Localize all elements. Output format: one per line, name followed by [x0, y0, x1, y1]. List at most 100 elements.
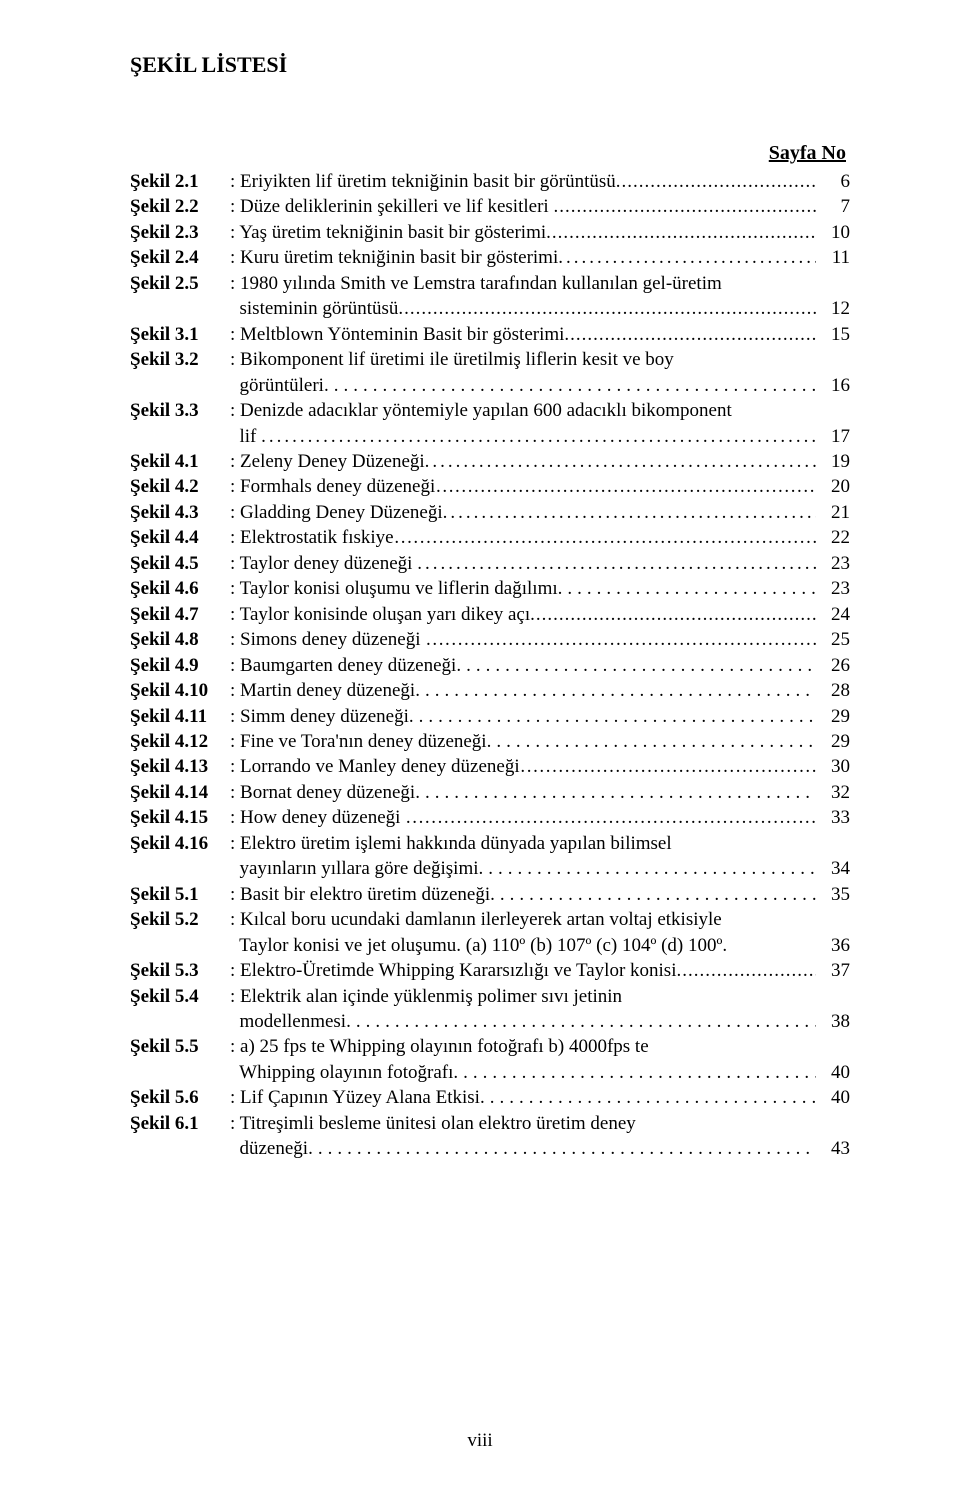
figure-desc-text: : Lorrando ve Manley deney düzeneği: [230, 754, 520, 779]
figure-desc-last-line: : Meltblown Yönteminin Basit bir gösteri…: [230, 322, 850, 347]
figure-desc-wrap: : Lif Çapının Yüzey Alana Etkisi........…: [230, 1085, 850, 1110]
leader-dots: ……………………………………………………………………………………………………………: [425, 627, 816, 652]
figure-desc-wrap: : Bikomponent lif üretimi ile üretilmiş …: [230, 347, 850, 398]
figure-desc-text: Whipping olayının fotoğrafı: [230, 1060, 453, 1085]
figure-page-number: 29: [816, 729, 850, 754]
figure-desc-last-line: : How deney düzeneği ……………………………………………………: [230, 805, 850, 830]
figure-page-number: 23: [816, 576, 850, 601]
leader-dots: ........................................…: [558, 576, 816, 601]
figure-desc-wrap: : How deney düzeneği ……………………………………………………: [230, 805, 850, 830]
figure-label: Şekil 5.6: [130, 1085, 230, 1110]
figure-desc-text: : Kuru üretim tekniğinin basit bir göste…: [230, 245, 558, 270]
figure-desc-last-line: : Zeleny Deney Düzeneği.................…: [230, 449, 850, 474]
figure-desc-last-line: : Düze deliklerinin şekilleri ve lif kes…: [230, 194, 850, 219]
figure-desc-wrap: : Elektro üretim işlemi hakkında dünyada…: [230, 831, 850, 882]
leader-dots: ........................................…: [564, 322, 816, 347]
leader-dots: ........................................…: [490, 882, 816, 907]
figure-entry: Şekil 4.7: Taylor konisinde oluşan yarı …: [130, 602, 850, 627]
figure-desc-wrap: : Martin deney düzeneği.................…: [230, 678, 850, 703]
figure-entry: Şekil 5.1: Basit bir elektro üretim düze…: [130, 882, 850, 907]
figure-entry: Şekil 5.4: Elektrik alan içinde yüklenmi…: [130, 984, 850, 1035]
figure-desc-text: modellenmesi: [230, 1009, 346, 1034]
figure-desc-last-line: : Fine ve Tora'nın deney düzeneği.......…: [230, 729, 850, 754]
figure-entry: Şekil 4.11: Simm deney düzeneği.........…: [130, 704, 850, 729]
figure-desc-wrap: : Elektrostatik fıskiye………………………………………………: [230, 525, 850, 550]
figure-page-number: 7: [816, 194, 850, 219]
figure-entry: Şekil 4.5: Taylor deney düzeneği .......…: [130, 551, 850, 576]
figure-desc-text: : Bornat deney düzeneği: [230, 780, 415, 805]
figure-desc-text: : Gladding Deney Düzeneği: [230, 500, 443, 525]
figure-page-number: 17: [816, 424, 850, 449]
figure-desc-last-line: : Simons deney düzeneği ……………………………………………: [230, 627, 850, 652]
figure-desc-last-line: : Kuru üretim tekniğinin basit bir göste…: [230, 245, 850, 270]
leader-dots: ........................................…: [409, 704, 816, 729]
figure-label: Şekil 4.13: [130, 754, 230, 779]
figure-desc-text: : Lif Çapının Yüzey Alana Etkisi: [230, 1085, 480, 1110]
figure-desc-wrap: : Elektro-Üretimde Whipping Kararsızlığı…: [230, 958, 850, 983]
page-number-heading: Sayfa No: [130, 142, 850, 165]
figure-desc-text: : Eriyikten lif üretim tekniğinin basit …: [230, 169, 616, 194]
figure-desc-wrap: : a) 25 fps te Whipping olayının fotoğra…: [230, 1034, 850, 1085]
figure-desc-last-line: : Eriyikten lif üretim tekniğinin basit …: [230, 169, 850, 194]
leader-dots: ........................................…: [616, 169, 816, 194]
figure-desc-wrap: : Zeleny Deney Düzeneği.................…: [230, 449, 850, 474]
leader-dots: ........................................…: [417, 551, 816, 576]
figure-entry: Şekil 4.10: Martin deney düzeneği.......…: [130, 678, 850, 703]
figure-desc-wrap: : Kuru üretim tekniğinin basit bir göste…: [230, 245, 850, 270]
figure-entry: Şekil 4.1: Zeleny Deney Düzeneği........…: [130, 449, 850, 474]
figure-desc-wrap: : Taylor konisinde oluşan yarı dikey açı…: [230, 602, 850, 627]
leader-dots: ........................................…: [676, 958, 816, 983]
figure-desc-text: : Formhals deney düzeneği: [230, 474, 435, 499]
figure-page-number: 12: [816, 296, 850, 321]
figure-desc-last-line: Taylor konisi ve jet oluşumu. (a) 110º (…: [230, 933, 850, 958]
figure-desc-wrap: : Bornat deney düzeneği.................…: [230, 780, 850, 805]
figure-entry: Şekil 5.2: Kılcal boru ucundaki damlanın…: [130, 907, 850, 958]
figure-desc-last-line: görüntüleri.............................…: [230, 373, 850, 398]
figure-desc-wrap: : Yaş üretim tekniğinin basit bir göster…: [230, 220, 850, 245]
figure-desc-line: : a) 25 fps te Whipping olayının fotoğra…: [230, 1034, 850, 1059]
figure-page-number: 19: [816, 449, 850, 474]
figure-desc-wrap: : Gladding Deney Düzeneği...............…: [230, 500, 850, 525]
leader-dots: ........................................…: [425, 449, 816, 474]
figure-desc-text: : Martin deney düzeneği: [230, 678, 415, 703]
figure-desc-wrap: : Simm deney düzeneği...................…: [230, 704, 850, 729]
figure-label: Şekil 6.1: [130, 1111, 230, 1136]
figure-label: Şekil 2.3: [130, 220, 230, 245]
figure-desc-wrap: : Fine ve Tora'nın deney düzeneği.......…: [230, 729, 850, 754]
figure-desc-last-line: : Lorrando ve Manley deney düzeneği………………: [230, 754, 850, 779]
figure-label: Şekil 3.3: [130, 398, 230, 423]
figure-entry: Şekil 6.1: Titreşimli besleme ünitesi ol…: [130, 1111, 850, 1162]
figure-page-number: 10: [816, 220, 850, 245]
leader-dots: ........................................…: [546, 220, 816, 245]
leader-dots: ........................................…: [453, 1060, 816, 1085]
figure-desc-last-line: : Taylor konisinde oluşan yarı dikey açı…: [230, 602, 850, 627]
figure-page-number: 32: [816, 780, 850, 805]
figure-page-number: 30: [816, 754, 850, 779]
figure-desc-last-line: : Baumgarten deney düzeneği.............…: [230, 653, 850, 678]
figure-desc-wrap: : Elektrik alan içinde yüklenmiş polimer…: [230, 984, 850, 1035]
figure-desc-text: : Simm deney düzeneği: [230, 704, 409, 729]
figure-desc-text: : Fine ve Tora'nın deney düzeneği: [230, 729, 487, 754]
figure-label: Şekil 5.3: [130, 958, 230, 983]
figure-label: Şekil 5.4: [130, 984, 230, 1009]
page-title: ŞEKİL LİSTESİ: [130, 52, 850, 78]
figure-entry: Şekil 4.6: Taylor konisi oluşumu ve lifl…: [130, 576, 850, 601]
figure-entry: Şekil 2.3: Yaş üretim tekniğinin basit b…: [130, 220, 850, 245]
figure-entry: Şekil 2.5: 1980 yılında Smith ve Lemstra…: [130, 271, 850, 322]
figure-label: Şekil 2.5: [130, 271, 230, 296]
figure-desc-text: düzeneği: [230, 1136, 308, 1161]
leader-dots: ........................................…: [487, 729, 816, 754]
figure-desc-text: lif: [230, 424, 261, 449]
figure-entry: Şekil 4.3: Gladding Deney Düzeneği......…: [130, 500, 850, 525]
figure-desc-text: : Taylor konisinde oluşan yarı dikey açı: [230, 602, 530, 627]
leader-dots: ........................................…: [530, 602, 816, 627]
figure-desc-line: : Elektrik alan içinde yüklenmiş polimer…: [230, 984, 850, 1009]
figure-desc-line: : Elektro üretim işlemi hakkında dünyada…: [230, 831, 850, 856]
figure-page-number: 37: [816, 958, 850, 983]
figure-label: Şekil 4.11: [130, 704, 230, 729]
figure-entry: Şekil 3.2: Bikomponent lif üretimi ile ü…: [130, 347, 850, 398]
figure-page-number: 6: [816, 169, 850, 194]
figure-desc-last-line: : Simm deney düzeneği...................…: [230, 704, 850, 729]
figure-label: Şekil 4.7: [130, 602, 230, 627]
leader-dots: ........................................…: [308, 1136, 816, 1161]
